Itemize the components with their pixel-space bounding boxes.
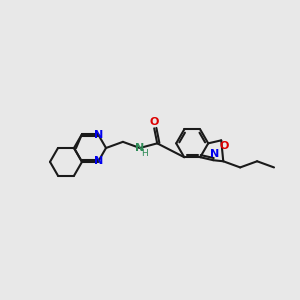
Text: H: H [142,149,148,158]
Text: N: N [210,149,219,159]
Text: O: O [149,117,159,127]
Text: O: O [220,141,229,151]
Text: N: N [135,143,145,153]
Text: N: N [94,130,103,140]
Text: N: N [94,156,103,166]
